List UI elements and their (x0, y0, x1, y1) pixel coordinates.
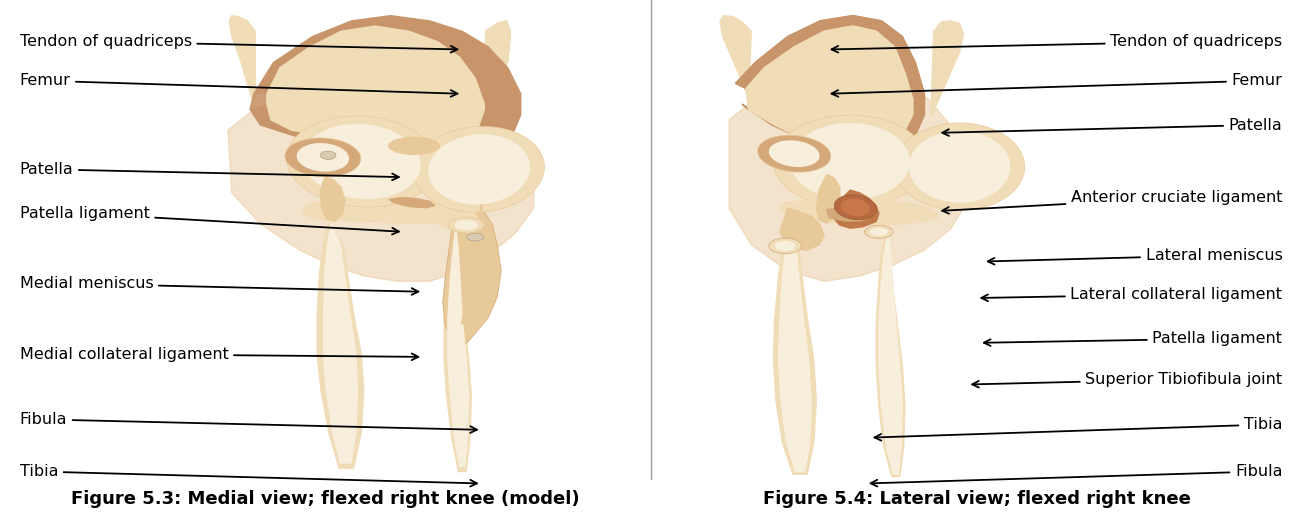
Ellipse shape (285, 138, 361, 177)
Text: Fibula: Fibula (20, 412, 477, 433)
Ellipse shape (865, 225, 893, 238)
Polygon shape (482, 21, 510, 143)
Ellipse shape (768, 238, 801, 254)
Polygon shape (443, 188, 501, 344)
Text: Femur: Femur (832, 73, 1282, 97)
Ellipse shape (775, 241, 796, 251)
Polygon shape (746, 26, 913, 151)
Polygon shape (816, 175, 840, 223)
Polygon shape (781, 199, 937, 225)
Polygon shape (228, 73, 534, 281)
Text: Tendon of quadriceps: Tendon of quadriceps (832, 34, 1282, 53)
Polygon shape (229, 16, 255, 109)
Polygon shape (736, 16, 924, 156)
Text: Medial collateral ligament: Medial collateral ligament (20, 347, 418, 362)
Text: Tibia: Tibia (20, 464, 477, 487)
Polygon shape (250, 16, 521, 162)
Text: Superior Tibiofibula joint: Superior Tibiofibula joint (973, 372, 1282, 388)
Ellipse shape (286, 116, 437, 207)
Text: Patella ligament: Patella ligament (20, 206, 398, 234)
Text: Figure 5.3: Medial view; flexed right knee (model): Figure 5.3: Medial view; flexed right kn… (72, 490, 579, 508)
Polygon shape (323, 221, 358, 464)
Ellipse shape (303, 124, 421, 199)
Polygon shape (267, 26, 484, 109)
Polygon shape (436, 212, 479, 229)
Ellipse shape (768, 140, 820, 167)
Ellipse shape (428, 134, 530, 204)
Ellipse shape (773, 115, 927, 208)
Ellipse shape (758, 135, 831, 172)
Text: Lateral meniscus: Lateral meniscus (988, 248, 1282, 265)
Text: Lateral collateral ligament: Lateral collateral ligament (982, 287, 1282, 302)
Polygon shape (444, 227, 471, 472)
Text: Patella ligament: Patella ligament (984, 331, 1282, 346)
Ellipse shape (388, 137, 440, 155)
Polygon shape (833, 190, 879, 228)
Text: Tendon of quadriceps: Tendon of quadriceps (20, 34, 457, 53)
Ellipse shape (466, 233, 484, 241)
Ellipse shape (297, 143, 349, 171)
Text: Tibia: Tibia (875, 417, 1282, 441)
Text: Femur: Femur (20, 73, 457, 97)
Polygon shape (388, 197, 436, 208)
Ellipse shape (870, 228, 888, 236)
Polygon shape (448, 228, 469, 466)
Polygon shape (736, 16, 924, 156)
Polygon shape (827, 208, 868, 221)
Polygon shape (316, 220, 365, 469)
Polygon shape (879, 233, 902, 474)
Polygon shape (302, 199, 475, 224)
Polygon shape (780, 208, 824, 250)
Polygon shape (720, 16, 751, 99)
Polygon shape (729, 68, 970, 281)
Ellipse shape (835, 195, 876, 220)
Polygon shape (931, 21, 963, 117)
Text: Anterior cruciate ligament: Anterior cruciate ligament (943, 191, 1282, 214)
Ellipse shape (448, 217, 484, 233)
Polygon shape (482, 21, 510, 141)
Text: Medial meniscus: Medial meniscus (20, 277, 418, 295)
Ellipse shape (414, 127, 544, 212)
Polygon shape (320, 177, 345, 221)
Ellipse shape (894, 123, 1025, 210)
Ellipse shape (320, 151, 336, 159)
Ellipse shape (909, 131, 1010, 203)
Polygon shape (779, 220, 811, 472)
Polygon shape (876, 232, 905, 477)
Polygon shape (250, 16, 521, 162)
Text: Fibula: Fibula (871, 464, 1282, 487)
Polygon shape (773, 219, 816, 474)
Ellipse shape (790, 123, 910, 200)
Text: Figure 5.4: Lateral view; flexed right knee: Figure 5.4: Lateral view; flexed right k… (763, 490, 1190, 508)
Polygon shape (267, 26, 484, 151)
Polygon shape (746, 26, 913, 151)
Ellipse shape (454, 220, 478, 230)
Text: Patella: Patella (943, 118, 1282, 136)
Text: Patella: Patella (20, 162, 398, 180)
Ellipse shape (841, 199, 870, 216)
